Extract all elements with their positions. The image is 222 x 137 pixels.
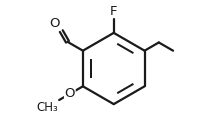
Text: F: F <box>110 5 117 18</box>
Text: O: O <box>49 17 60 30</box>
Text: O: O <box>65 87 75 100</box>
Text: CH₃: CH₃ <box>37 101 58 114</box>
